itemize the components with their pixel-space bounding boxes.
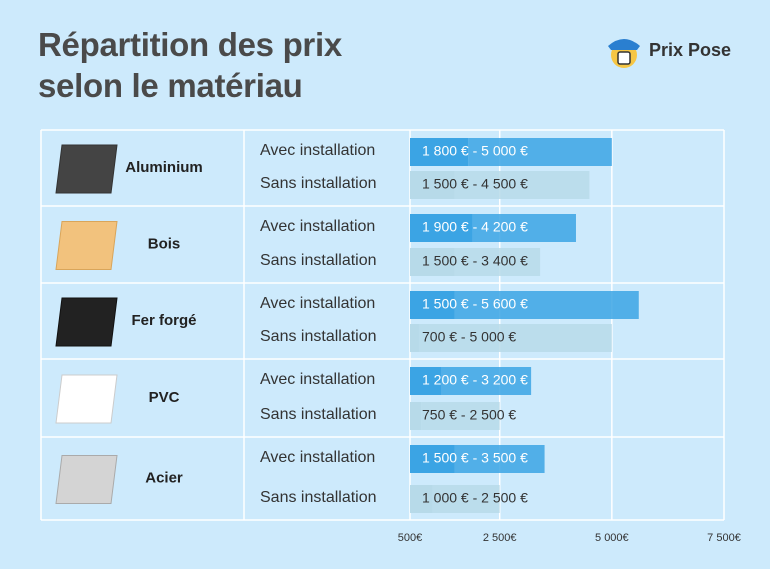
- bar-low: [410, 248, 455, 276]
- bar-range: [441, 367, 532, 395]
- material-image: [55, 374, 118, 424]
- value-label: 1 500 € - 5 600 €: [422, 296, 528, 312]
- value-label: 1 000 € - 2 500 €: [422, 490, 528, 506]
- series-label: Avec installation: [260, 449, 375, 466]
- material-name: Fer forgé: [131, 312, 196, 329]
- material-name: Aluminium: [125, 159, 203, 176]
- bar-low: [410, 138, 469, 166]
- bar-range: [432, 485, 500, 513]
- material-image: [55, 297, 118, 347]
- bar-range: [468, 138, 612, 166]
- series-label: Avec installation: [260, 295, 375, 312]
- series-label: Sans installation: [260, 252, 377, 269]
- x-tick-label: 2 500€: [483, 532, 517, 544]
- x-tick-label: 7 500€: [707, 532, 741, 544]
- bar-low: [410, 171, 455, 199]
- bar-range: [454, 171, 590, 199]
- bar-range: [454, 291, 639, 319]
- bar-range: [421, 402, 500, 430]
- brand: Prix Pose: [649, 40, 731, 60]
- bar-range: [418, 324, 612, 352]
- material-name: Bois: [148, 235, 181, 252]
- bar-low: [410, 445, 455, 473]
- bar-range: [454, 248, 541, 276]
- material-image: [55, 455, 118, 504]
- bar-low: [410, 402, 422, 430]
- value-label: 750 € - 2 500 €: [422, 407, 516, 423]
- chart-title: Répartition des prix selon le matériau: [38, 26, 342, 104]
- bar-low: [410, 485, 433, 513]
- material-image: [55, 144, 118, 194]
- x-tick-label: 5 000€: [595, 532, 629, 544]
- series-label: Sans installation: [260, 328, 377, 345]
- value-label: 700 € - 5 000 €: [422, 329, 516, 345]
- series-label: Sans installation: [260, 489, 377, 506]
- series-label: Avec installation: [260, 142, 375, 159]
- value-label: 1 900 € - 4 200 €: [422, 219, 528, 235]
- bar-low: [410, 291, 455, 319]
- series-label: Avec installation: [260, 218, 375, 235]
- bar-low: [410, 214, 473, 242]
- series-label: Sans installation: [260, 406, 377, 423]
- logo: [608, 39, 640, 68]
- bar-low: [410, 367, 442, 395]
- series-label: Sans installation: [260, 175, 377, 192]
- material-image: [55, 221, 118, 270]
- bar-range: [454, 445, 545, 473]
- material-name: Acier: [145, 469, 183, 486]
- value-label: 1 800 € - 5 000 €: [422, 143, 528, 159]
- value-label: 1 500 € - 3 500 €: [422, 450, 528, 466]
- series-label: Avec installation: [260, 371, 375, 388]
- x-tick-label: 500€: [398, 532, 422, 544]
- bar-range: [472, 214, 576, 242]
- value-label: 1 500 € - 4 500 €: [422, 176, 528, 192]
- material-name: PVC: [149, 389, 180, 406]
- bar-low: [410, 324, 419, 352]
- value-label: 1 200 € - 3 200 €: [422, 372, 528, 388]
- value-label: 1 500 € - 3 400 €: [422, 253, 528, 269]
